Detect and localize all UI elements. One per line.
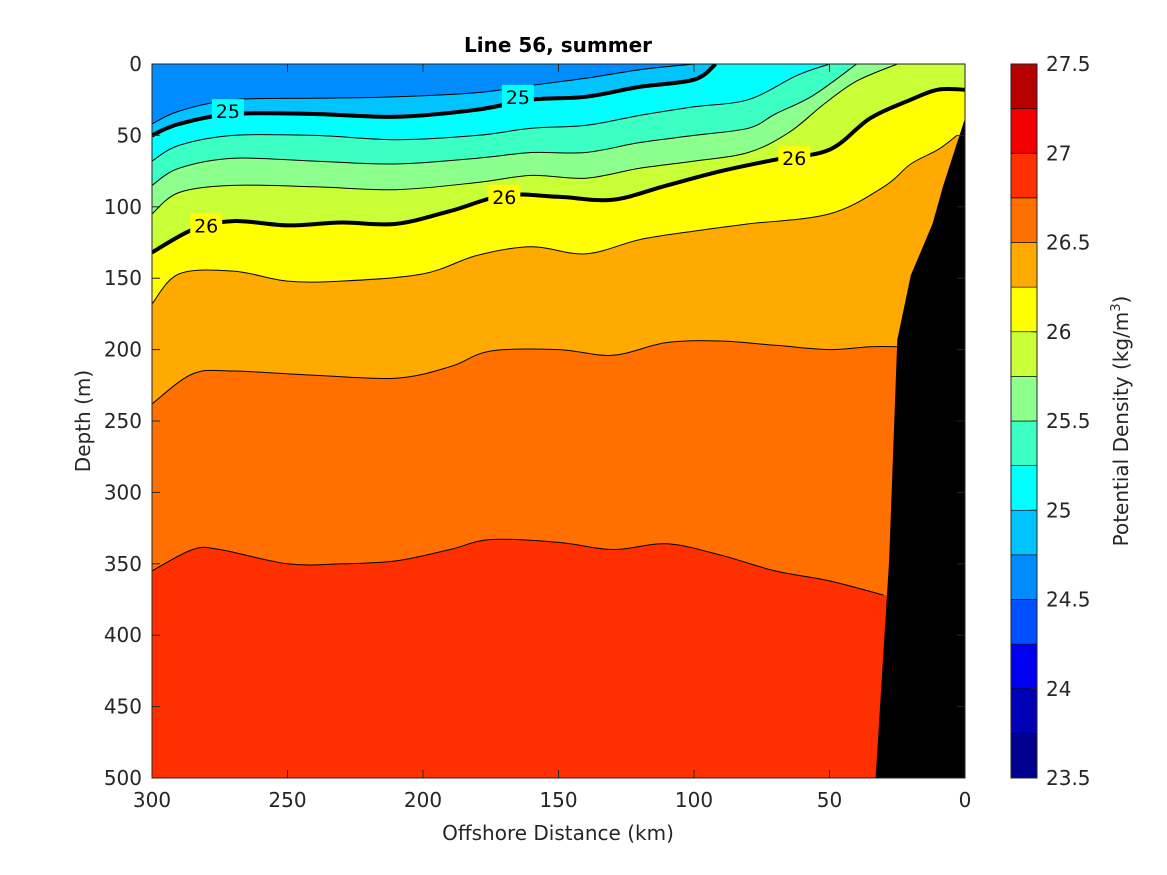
colorbar-swatch xyxy=(1010,152,1038,199)
colorbar-swatch xyxy=(1010,108,1038,154)
x-tick-label: 250 xyxy=(268,788,306,812)
colorbar-tick-label: 25 xyxy=(1046,498,1071,522)
y-axis-label: Depth (m) xyxy=(71,370,95,472)
x-tick-label: 200 xyxy=(404,788,442,812)
contour-line-25.5 xyxy=(152,64,857,186)
contour-label-bg xyxy=(488,184,521,209)
contour-label-bg xyxy=(778,146,811,171)
contour-line-25.25 xyxy=(152,64,830,162)
contour-label-bg xyxy=(501,84,534,109)
y-tick-label: 200 xyxy=(104,338,142,362)
x-axis-ticks: 300 250 200 150 100 50 0 xyxy=(133,64,971,812)
colorbar xyxy=(1010,63,1038,779)
x-tick-label: 0 xyxy=(959,788,972,812)
colorbar-tick-label: 24.5 xyxy=(1046,588,1091,612)
colorbar-tick-label: 26.5 xyxy=(1046,231,1091,255)
colorbar-swatch xyxy=(1010,688,1038,734)
y-axis-ticks: 0 50 100 150 200 250 300 350 400 450 500 xyxy=(104,52,965,790)
y-tick-label: 400 xyxy=(104,623,142,647)
y-tick-label: 300 xyxy=(104,480,142,504)
contour-label: 26 xyxy=(194,215,218,237)
contour-labels: 25 25 26 26 26 xyxy=(190,84,811,238)
contour-line-26.5 xyxy=(152,340,898,405)
contour-line-25.75 xyxy=(152,64,898,215)
x-tick-label: 300 xyxy=(133,788,171,812)
colorbar-label-sup: 3 xyxy=(1109,303,1124,311)
contour-line-24.75 xyxy=(152,64,695,125)
x-axis-label: Offshore Distance (km) xyxy=(442,821,674,845)
contour-line-26.75 xyxy=(152,538,884,596)
contour-lines xyxy=(152,64,965,596)
density-bands xyxy=(152,64,965,778)
colorbar-swatch xyxy=(1010,554,1038,600)
band-26.75 xyxy=(152,539,965,778)
y-tick-label: 250 xyxy=(104,409,142,433)
y-tick-label: 150 xyxy=(104,266,142,290)
x-tick-label: 100 xyxy=(675,788,713,812)
chart-title: Line 56, summer xyxy=(464,33,652,57)
colorbar-tick-label: 27.5 xyxy=(1046,52,1091,76)
colorbar-ticks: 23.5 24 24.5 25 25.5 26 26.5 27 27.5 xyxy=(1031,52,1091,790)
y-tick-label: 50 xyxy=(117,123,142,147)
colorbar-swatch xyxy=(1010,197,1038,243)
contour-label: 26 xyxy=(492,187,516,209)
y-tick-label: 500 xyxy=(104,766,142,790)
contour-line-26 xyxy=(152,86,965,255)
y-tick-label: 0 xyxy=(129,52,142,76)
contour-label-bg xyxy=(211,99,244,124)
colorbar-swatch xyxy=(1010,643,1038,690)
contour-label: 26 xyxy=(782,148,806,170)
contour-label: 25 xyxy=(216,101,240,123)
colorbar-tick-label: 24 xyxy=(1046,677,1071,701)
colorbar-swatch xyxy=(1010,242,1038,288)
x-tick-label: 50 xyxy=(817,788,842,812)
colorbar-swatch xyxy=(1010,331,1038,377)
colorbar-swatch xyxy=(1010,420,1038,466)
colorbar-swatch xyxy=(1010,63,1038,109)
colorbar-swatch xyxy=(1010,376,1038,422)
colorbar-label: Potential Density (kg/m3) xyxy=(1109,296,1133,547)
colorbar-label-end: ) xyxy=(1109,296,1133,304)
contour-label-bg xyxy=(190,213,223,238)
contour-label: 25 xyxy=(506,87,530,109)
contour-line-26.25 xyxy=(152,135,958,305)
colorbar-tick-label: 25.5 xyxy=(1046,409,1091,433)
colorbar-tick-label: 26 xyxy=(1046,320,1071,344)
colorbar-swatch xyxy=(1010,509,1038,556)
y-tick-label: 350 xyxy=(104,552,142,576)
y-tick-label: 450 xyxy=(104,695,142,719)
seafloor-topography xyxy=(875,118,965,778)
colorbar-tick-label: 23.5 xyxy=(1046,766,1091,790)
y-tick-label: 100 xyxy=(104,195,142,219)
colorbar-swatch xyxy=(1010,599,1038,645)
colorbar-swatch xyxy=(1010,286,1038,333)
colorbar-tick-label: 27 xyxy=(1046,141,1071,165)
colorbar-swatch xyxy=(1010,465,1038,511)
colorbar-label-main: Potential Density (kg/m xyxy=(1109,312,1133,547)
x-tick-label: 150 xyxy=(539,788,577,812)
colorbar-swatch xyxy=(1010,733,1038,779)
